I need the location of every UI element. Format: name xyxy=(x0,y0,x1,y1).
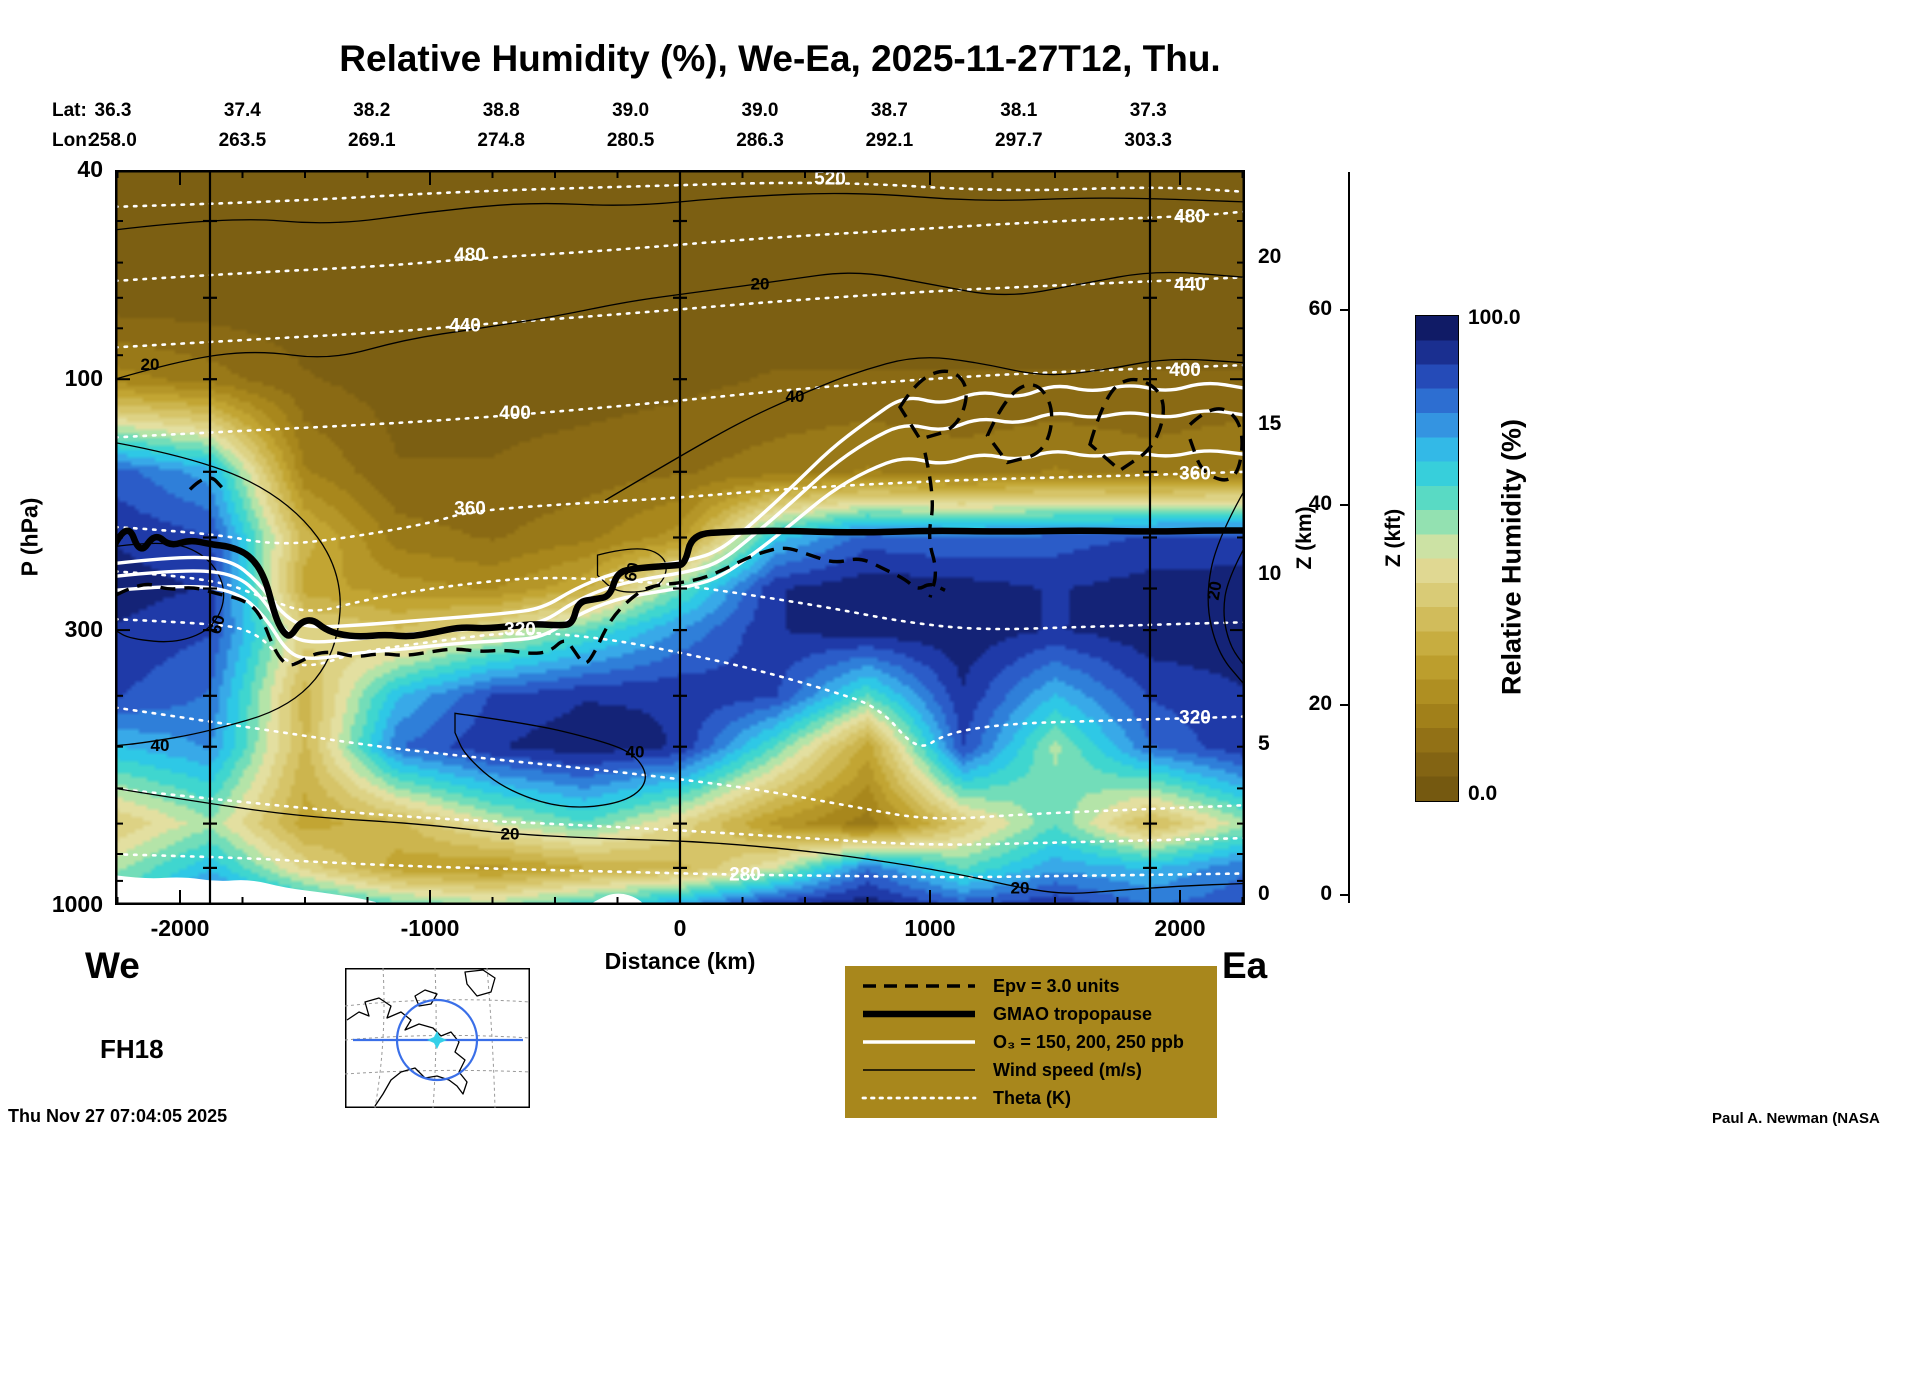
svg-text:480: 480 xyxy=(1174,206,1206,227)
lon-value: 274.8 xyxy=(477,130,525,151)
z-kft-tick-label: 40 xyxy=(1308,492,1332,515)
legend-item-1: Epv = 3.0 units xyxy=(845,972,1217,1000)
svg-text:40: 40 xyxy=(786,387,805,406)
lon-value: 286.3 xyxy=(736,130,784,151)
lat-value: 37.3 xyxy=(1129,100,1167,121)
legend-item-label: GMAO tropopause xyxy=(993,1003,1153,1024)
legend-item-label: Wind speed (m/s) xyxy=(993,1059,1142,1080)
legend-line-sample xyxy=(863,1010,975,1018)
y-axis-title: P (hPa) xyxy=(16,497,43,577)
contour-overlay: 520 480 480 440 440 400 400 360 360 320 320 280 20 20… xyxy=(115,170,1245,905)
legend-item-label: Theta (K) xyxy=(993,1087,1071,1108)
lat-value: 38.2 xyxy=(353,100,391,121)
lat-value: 38.1 xyxy=(1000,100,1038,121)
z-km-tick-label: 20 xyxy=(1258,245,1282,268)
x-axis-title: Distance (km) xyxy=(604,948,756,974)
legend-item-label: Epv = 3.0 units xyxy=(993,975,1120,996)
svg-text:520: 520 xyxy=(814,170,846,189)
z-kft-tick-label: 60 xyxy=(1308,297,1332,320)
svg-text:40: 40 xyxy=(626,743,645,762)
lat-value: 37.4 xyxy=(223,100,261,121)
svg-text:440: 440 xyxy=(1174,274,1206,295)
legend-line-sample xyxy=(861,1096,977,1100)
z-kft-axis-title: Z (kft) xyxy=(1382,508,1405,568)
legend-item-4: Wind speed (m/s) xyxy=(845,1056,1217,1084)
map-coastline xyxy=(464,969,496,997)
y-tick-label: 1000 xyxy=(51,891,103,917)
legend-item-label: O₃ = 150, 200, 250 ppb xyxy=(993,1031,1184,1052)
svg-text:440: 440 xyxy=(449,315,481,336)
credit-label: Paul A. Newman (NASA xyxy=(1712,1110,1880,1127)
svg-text:20: 20 xyxy=(1204,580,1226,602)
legend-line-sample xyxy=(863,1040,975,1044)
forecast-hour-label: FH18 xyxy=(100,1034,164,1064)
lon-axis-label: Lon: xyxy=(52,130,94,151)
svg-text:60: 60 xyxy=(206,613,229,636)
map-center-marker xyxy=(427,1031,447,1049)
endpoint-west-label: We xyxy=(85,945,140,986)
z-km-tick-label: 15 xyxy=(1258,412,1282,435)
endpoint-east-label: Ea xyxy=(1222,945,1268,986)
z-km-tick-label: 10 xyxy=(1258,562,1282,585)
z-kft-axis-line xyxy=(1340,172,1350,903)
x-tick-label: 2000 xyxy=(1154,915,1206,941)
colorbar-title: Relative Humidity (%) xyxy=(1496,418,1527,696)
y-tick-label: 40 xyxy=(77,156,103,182)
lat-value: 39.0 xyxy=(612,100,650,121)
legend-line-sample xyxy=(863,1069,975,1071)
timestamp-label: Thu Nov 27 07:04:05 2025 xyxy=(8,1106,228,1126)
map-inset xyxy=(345,968,530,1108)
svg-text:320: 320 xyxy=(1179,708,1211,729)
lon-value: 292.1 xyxy=(865,130,914,151)
svg-text:20: 20 xyxy=(751,274,770,293)
y-tick-label: 100 xyxy=(64,365,103,392)
legend-line-sample xyxy=(863,984,975,988)
colorbar xyxy=(1415,315,1459,802)
svg-text:480: 480 xyxy=(454,245,486,266)
z-kft-tick-label: 20 xyxy=(1308,692,1332,715)
x-tick-label: 1000 xyxy=(904,915,956,941)
svg-text:20: 20 xyxy=(1011,878,1030,897)
lat-axis-label: Lat: xyxy=(52,100,87,121)
lon-value: 280.5 xyxy=(606,130,655,151)
legend: Epv = 3.0 units GMAO tropopause O₃ = 150, … xyxy=(845,966,1217,1118)
svg-text:360: 360 xyxy=(454,498,486,519)
lon-value: 258.0 xyxy=(89,130,137,151)
lat-value: 38.8 xyxy=(482,100,520,121)
z-kft-tick-label: 0 xyxy=(1320,882,1332,905)
x-tick-label: 0 xyxy=(673,915,687,941)
lat-value: 39.0 xyxy=(741,100,779,121)
colorbar-max-label: 100.0 xyxy=(1468,306,1521,329)
lon-value: 297.7 xyxy=(995,130,1043,151)
svg-text:20: 20 xyxy=(141,355,160,374)
svg-text:40: 40 xyxy=(151,736,170,755)
map-coastline xyxy=(346,997,468,1107)
x-tick-label: -2000 xyxy=(150,915,210,941)
svg-text:280: 280 xyxy=(729,865,761,886)
svg-text:360: 360 xyxy=(1179,463,1211,484)
y-tick-label: 300 xyxy=(64,616,103,643)
svg-text:20: 20 xyxy=(501,825,520,844)
x-tick-label: -1000 xyxy=(400,915,460,941)
lon-value: 263.5 xyxy=(218,130,267,151)
page-title: Relative Humidity (%), We-Ea, 2025-11-27… xyxy=(339,38,1221,79)
legend-item-3: O₃ = 150, 200, 250 ppb xyxy=(845,1028,1217,1056)
svg-text:60: 60 xyxy=(621,560,644,583)
lat-value: 36.3 xyxy=(94,100,132,121)
z-km-tick-label: 5 xyxy=(1258,732,1270,755)
legend-item-2: GMAO tropopause xyxy=(845,1000,1217,1028)
plot-area: 520 480 480 440 440 400 400 360 360 320 320 280 20 20… xyxy=(115,170,1245,905)
svg-text:400: 400 xyxy=(499,403,531,424)
colorbar-min-label: 0.0 xyxy=(1468,782,1498,805)
lat-value: 38.7 xyxy=(870,100,908,121)
map-graticule xyxy=(345,1069,530,1075)
svg-text:400: 400 xyxy=(1169,360,1201,381)
lon-value: 269.1 xyxy=(348,130,396,151)
legend-item-5: Theta (K) xyxy=(845,1084,1217,1112)
z-km-tick-label: 0 xyxy=(1258,882,1270,905)
svg-text:320: 320 xyxy=(504,619,536,640)
lon-value: 303.3 xyxy=(1124,130,1172,151)
